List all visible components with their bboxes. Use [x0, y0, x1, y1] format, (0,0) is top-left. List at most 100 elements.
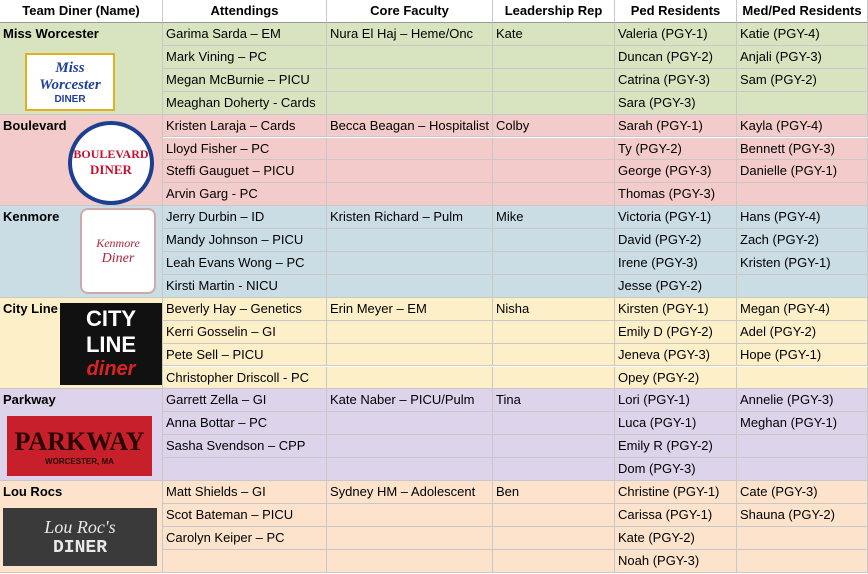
cell: Leah Evans Wong – PC — [163, 252, 327, 275]
cell — [737, 366, 868, 390]
cell — [493, 458, 615, 481]
cell — [493, 183, 615, 207]
cell: Becca Beagan – Hospitalist — [327, 114, 493, 138]
cell: Kirsti Martin - NICU — [163, 274, 327, 298]
team-name: Parkway — [3, 392, 56, 408]
cell — [327, 343, 493, 367]
header-cell: Ped Residents — [615, 0, 737, 23]
cell — [327, 366, 493, 390]
cell — [327, 549, 493, 573]
cell: Jerry Durbin – ID — [163, 206, 327, 230]
cell — [493, 412, 615, 436]
cell: Meaghan Doherty - Cards — [163, 91, 327, 115]
cell: Hope (PGY-1) — [737, 343, 868, 367]
cell — [493, 343, 615, 367]
cell: Annelie (PGY-3) — [737, 389, 868, 413]
team-logo: PARKWAY WORCESTER, MA — [7, 416, 152, 477]
cell: Mike — [493, 206, 615, 230]
header-cell: Team Diner (Name) — [0, 0, 163, 23]
team-name: City Line — [3, 300, 58, 316]
cell: Jeneva (PGY-3) — [615, 343, 737, 367]
cell — [327, 503, 493, 527]
logo-text: Lou Roc's — [44, 516, 116, 537]
cell: Opey (PGY-2) — [615, 366, 737, 390]
cell: Pete Sell – PICU — [163, 343, 327, 367]
cell: Meghan (PGY-1) — [737, 412, 868, 436]
cell: Jesse (PGY-2) — [615, 274, 737, 298]
cell: Anjali (PGY-3) — [737, 45, 868, 69]
team-logo: Lou Roc's DINER — [3, 508, 157, 566]
team-name: Lou Rocs — [3, 484, 63, 499]
cell: Shauna (PGY-2) — [737, 503, 868, 527]
cell: Lori (PGY-1) — [615, 389, 737, 413]
cell: Luca (PGY-1) — [615, 412, 737, 436]
cell: Katie (PGY-4) — [737, 23, 868, 46]
cell: Victoria (PGY-1) — [615, 206, 737, 230]
header-cell: Leadership Rep — [493, 0, 615, 23]
cell: Garima Sarda – EM — [163, 23, 327, 46]
cell — [163, 458, 327, 481]
cell — [327, 252, 493, 275]
cell: Kirsten (PGY-1) — [615, 297, 737, 321]
cell: George (PGY-3) — [615, 160, 737, 184]
team-logo: CITY LINE diner — [60, 302, 162, 385]
logo-text: PARKWAY — [14, 426, 145, 456]
cell: David (PGY-2) — [615, 229, 737, 252]
cell: Kate — [493, 23, 615, 46]
cell: Emily R (PGY-2) — [615, 435, 737, 459]
cell: Carolyn Keiper – PC — [163, 526, 327, 550]
cell: Erin Meyer – EM — [327, 297, 493, 321]
logo-text: Miss Worcester — [39, 59, 101, 93]
cell: Kerri Gosselin – GI — [163, 320, 327, 344]
team-logo: Miss Worcester DINER — [25, 53, 115, 111]
cell: Arvin Garg - PC — [163, 183, 327, 207]
cell: Duncan (PGY-2) — [615, 45, 737, 69]
cell: Matt Shields – GI — [163, 481, 327, 504]
cell: Sarah (PGY-1) — [615, 114, 737, 138]
team-name: Kenmore — [3, 209, 60, 225]
cell — [327, 68, 493, 92]
cell: Nura El Haj – Heme/Onc — [327, 23, 493, 46]
cell: Bennett (PGY-3) — [737, 137, 868, 161]
cell: Sara (PGY-3) — [615, 91, 737, 115]
cell: Danielle (PGY-1) — [737, 160, 868, 184]
cell — [327, 229, 493, 252]
cell — [493, 160, 615, 184]
cell: Tina — [493, 389, 615, 413]
logo-text: Diner — [101, 250, 135, 266]
cell: Colby — [493, 114, 615, 138]
header-cell: Med/Ped Residents — [737, 0, 868, 23]
cell: Hans (PGY-4) — [737, 206, 868, 230]
cell — [493, 274, 615, 298]
cell: Mark Vining – PC — [163, 45, 327, 69]
cell: Scot Bateman – PICU — [163, 503, 327, 527]
cell — [327, 137, 493, 161]
cell — [493, 45, 615, 69]
cell — [327, 526, 493, 550]
logo-text: BOULEVARD — [73, 147, 149, 162]
cell: Irene (PGY-3) — [615, 252, 737, 275]
cell: Anna Bottar – PC — [163, 412, 327, 436]
cell — [737, 458, 868, 481]
cell — [327, 320, 493, 344]
logo-text: DINER — [54, 93, 86, 105]
cell: Ty (PGY-2) — [615, 137, 737, 161]
cell: Kayla (PGY-4) — [737, 114, 868, 138]
cell — [493, 229, 615, 252]
cell — [327, 412, 493, 436]
cell: Megan McBurnie – PICU — [163, 68, 327, 92]
cell: Carissa (PGY-1) — [615, 503, 737, 527]
header-cell: Core Faculty — [327, 0, 493, 23]
cell: Dom (PGY-3) — [615, 458, 737, 481]
cell — [493, 320, 615, 344]
cell: Sydney HM – Adolescent — [327, 481, 493, 504]
cell: Catrina (PGY-3) — [615, 68, 737, 92]
logo-text: diner — [86, 358, 136, 381]
cell: Zach (PGY-2) — [737, 229, 868, 252]
cell — [493, 366, 615, 390]
team-logo: BOULEVARD DINER — [68, 120, 154, 205]
cell: Nisha — [493, 297, 615, 321]
cell — [737, 549, 868, 573]
cell — [327, 183, 493, 207]
